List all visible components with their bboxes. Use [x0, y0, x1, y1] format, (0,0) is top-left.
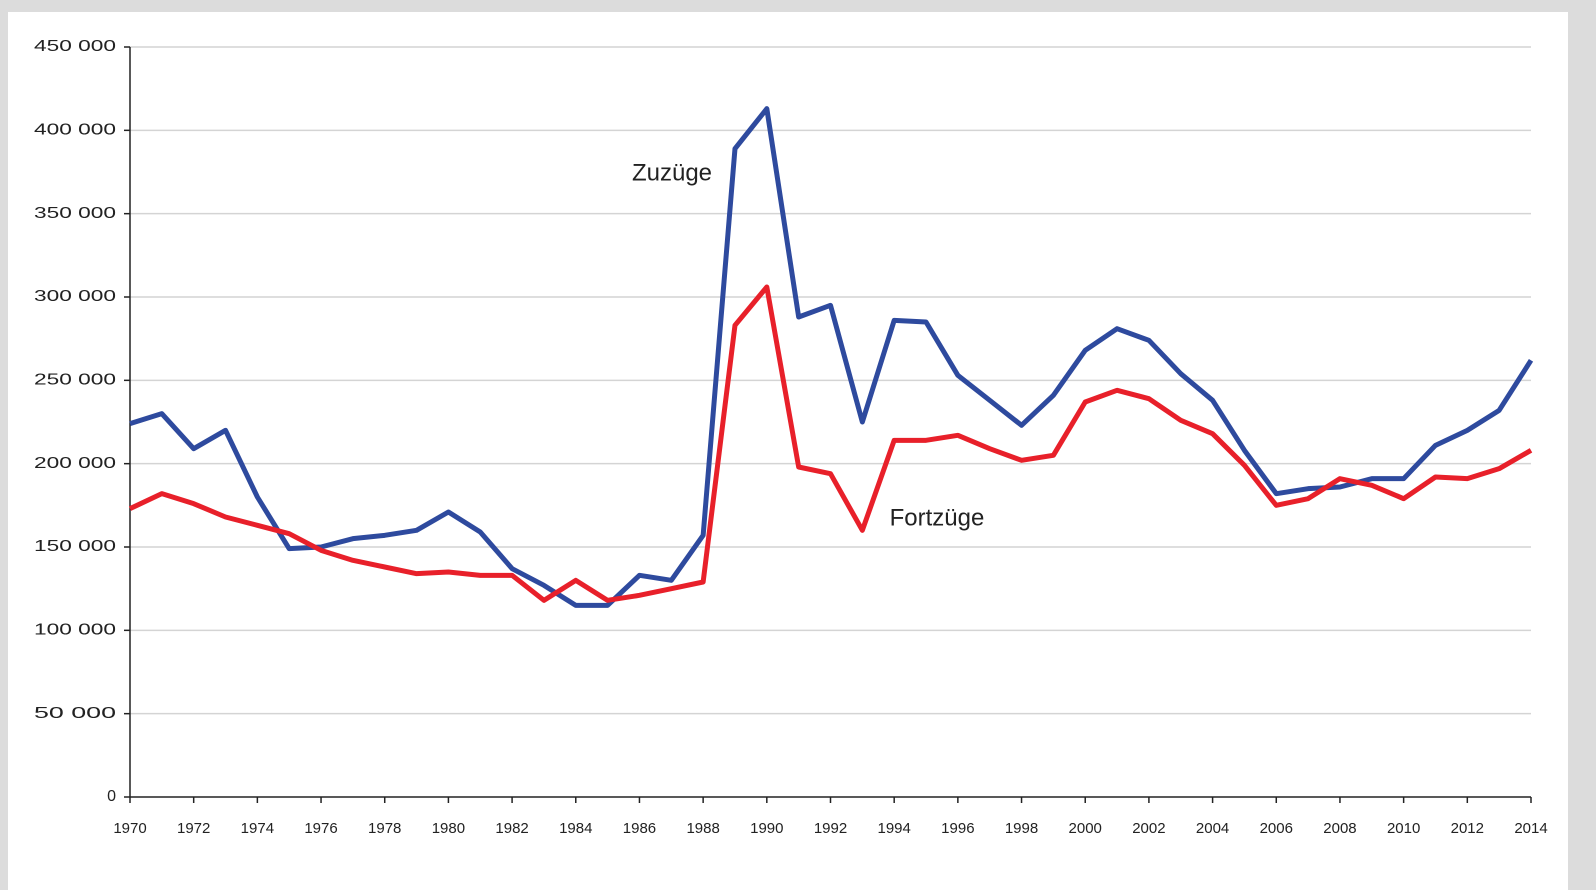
y-tick-label: 300 000: [34, 288, 116, 305]
x-tick-label: 1974: [241, 820, 274, 837]
x-tick-label: 1984: [559, 820, 592, 837]
y-tick-label: 350 000: [34, 205, 116, 222]
x-tick-label: 1998: [1005, 820, 1038, 837]
x-tick-label: 2012: [1451, 820, 1484, 837]
y-tick-label: 0: [107, 788, 116, 805]
series-label: Zuzüge: [632, 159, 712, 186]
series-label: Fortzüge: [890, 504, 985, 531]
x-tick-label: 1982: [495, 820, 528, 837]
x-tick-label: 2014: [1514, 820, 1547, 837]
x-tick-label: 1970: [113, 820, 146, 837]
x-tick-label: 1996: [941, 820, 974, 837]
x-tick-label: 1972: [177, 820, 210, 837]
x-tick-label: 2000: [1069, 820, 1102, 837]
x-tick-label: 2008: [1323, 820, 1356, 837]
x-tick-label: 1980: [432, 820, 465, 837]
x-tick-label: 2004: [1196, 820, 1229, 837]
panel: [8, 12, 1568, 890]
x-tick-label: 1978: [368, 820, 401, 837]
series-line: [129, 106, 1534, 608]
x-tick-label: 2010: [1387, 820, 1420, 837]
x-tick-label: 1988: [686, 820, 719, 837]
x-tick-label: 1994: [877, 820, 910, 837]
x-tick-label: 1990: [750, 820, 783, 837]
y-tick-label: 200 000: [34, 455, 116, 472]
x-tick-label: 2002: [1132, 820, 1165, 837]
x-tick-label: 1976: [304, 820, 337, 837]
x-tick-label: 1992: [814, 820, 847, 837]
y-tick-label: 100 000: [34, 622, 116, 639]
y-tick-label: 400 000: [34, 122, 116, 139]
y-tick-label: 50 000: [34, 705, 116, 722]
series-line: [128, 284, 1533, 603]
x-tick-label: 2006: [1260, 820, 1293, 837]
y-tick-label: 150 000: [34, 538, 116, 555]
y-tick-label: 450 000: [34, 38, 116, 55]
y-tick-label: 250 000: [34, 372, 116, 389]
x-tick-label: 1986: [623, 820, 656, 837]
